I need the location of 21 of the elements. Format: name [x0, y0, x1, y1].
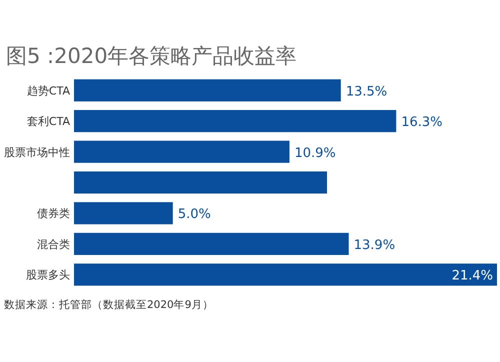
chart-title: 图5 :2020年各策略产品收益率: [6, 44, 297, 68]
bar: [74, 264, 497, 286]
data-label: 16.3%: [401, 115, 443, 130]
source-note: 数据来源：托管部（数据截至2020年9月）: [4, 298, 214, 311]
y-tick-label: 债券类: [37, 207, 70, 220]
bar: [74, 171, 328, 194]
bar: [74, 79, 341, 102]
bar: [74, 202, 173, 224]
y-tick-label: 套利CTA: [26, 115, 70, 128]
data-label: 10.9%: [294, 146, 336, 161]
bar: [74, 232, 349, 255]
data-label: 21.4%: [452, 268, 493, 284]
y-tick-label: 股票多头: [26, 268, 70, 282]
bar: [74, 140, 290, 163]
data-label: 13.9%: [354, 238, 396, 253]
bar: [74, 110, 396, 132]
y-tick-label: 股票市场中性: [4, 146, 70, 159]
data-label: 5.0%: [178, 207, 211, 222]
y-tick-label: 趋势CTA: [26, 84, 70, 98]
data-label: 13.5%: [346, 84, 388, 100]
y-tick-label: 混合类: [37, 238, 70, 251]
